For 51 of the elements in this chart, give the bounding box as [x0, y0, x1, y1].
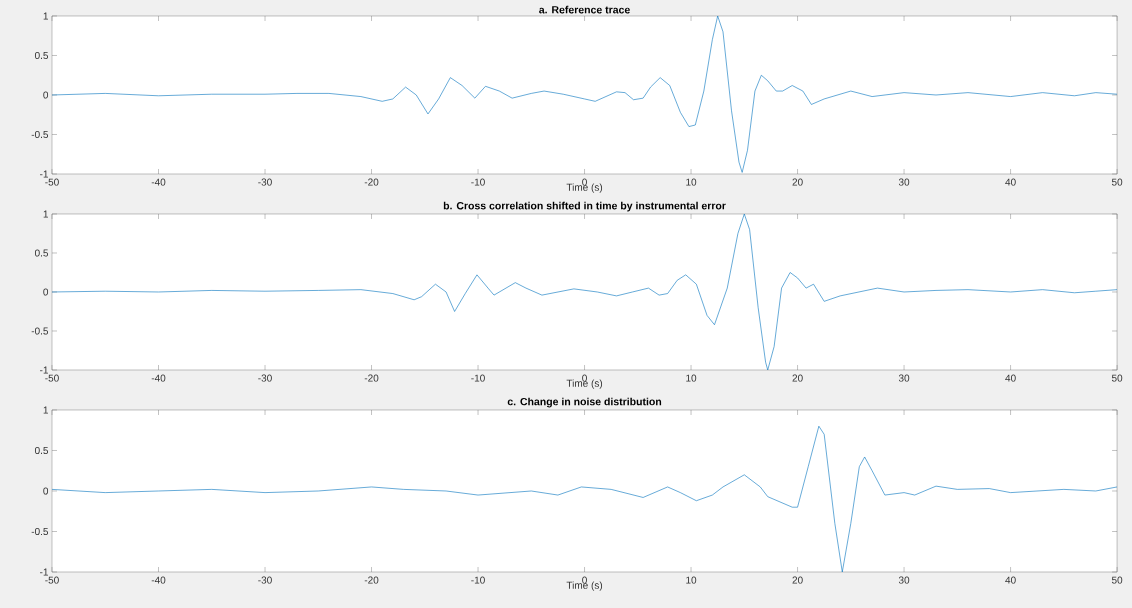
x-tick-label: -30 [258, 374, 272, 382]
y-tick-label: -0.5 [31, 527, 49, 536]
x-tick-label: 20 [792, 374, 803, 382]
y-tick-label: -1 [40, 170, 48, 178]
x-tick-label: 50 [1111, 576, 1123, 584]
x-tick-label: 30 [898, 374, 910, 382]
x-tick-label: -10 [471, 374, 485, 382]
x-tick-label: 30 [898, 576, 910, 584]
x-tick-label: -10 [471, 178, 485, 186]
x-tick-label: -30 [258, 576, 272, 584]
y-tick-label: -1 [40, 568, 48, 576]
y-tick-label: 0.5 [34, 51, 49, 60]
line-series [52, 213, 1118, 370]
x-tick-label: 20 [792, 178, 803, 186]
y-tick-label: 0 [43, 487, 49, 495]
x-tick-label: -50 [45, 576, 59, 584]
y-tick-label: -0.5 [31, 130, 49, 139]
line-series [52, 16, 1118, 173]
x-tick-label: 50 [1111, 374, 1123, 382]
x-tick-label: -40 [151, 576, 166, 584]
y-tick-label: 1 [43, 406, 48, 414]
x-tick-label: 40 [1005, 374, 1016, 382]
x-tick-label: 20 [792, 576, 803, 584]
chart-title: a. Reference trace [539, 5, 630, 14]
x-tick-label: 10 [686, 178, 697, 186]
x-tick-label: -40 [151, 374, 166, 382]
y-tick-label: 1 [43, 210, 48, 218]
x-tick-label: -50 [45, 374, 59, 382]
y-tick-label: -0.5 [31, 327, 49, 335]
y-tick-label: -1 [40, 366, 48, 374]
y-tick-label: 0 [43, 288, 49, 296]
x-tick-label: -40 [151, 178, 166, 186]
x-tick-label: 30 [898, 178, 910, 186]
chart-title: c. Change in noise distribution [507, 397, 662, 408]
x-tick-label: 10 [686, 576, 697, 584]
x-tick-label: 50 [1111, 178, 1123, 186]
chart-title: b. Cross correlation shifted in time by instrumental error [443, 201, 726, 212]
y-tick-label: 0.5 [34, 446, 49, 455]
x-tick-label: -50 [45, 178, 59, 186]
x-tick-label: -30 [258, 178, 272, 186]
y-tick-label: 0 [43, 91, 49, 99]
line-series [52, 425, 1118, 572]
x-tick-label: -20 [364, 178, 379, 186]
x-tick-label: -10 [471, 576, 485, 584]
y-tick-label: 0.5 [34, 249, 49, 257]
y-tick-label: 1 [43, 12, 48, 20]
x-tick-label: 40 [1005, 178, 1016, 186]
x-tick-label: -20 [364, 374, 379, 382]
x-tick-label: 40 [1005, 576, 1016, 584]
x-tick-label: -20 [364, 576, 379, 584]
x-tick-label: 10 [686, 374, 697, 382]
